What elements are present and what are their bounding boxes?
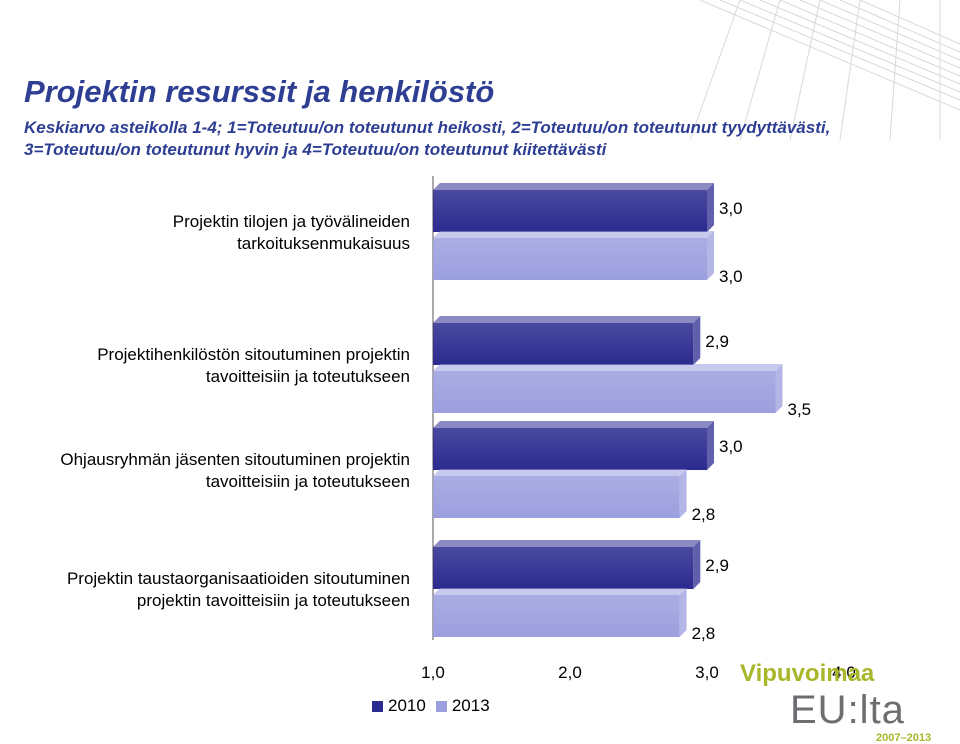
bar-top-face-2010-1	[433, 183, 714, 190]
legend-swatch-2010	[372, 700, 383, 712]
bar-side-face-2013-3	[679, 469, 687, 518]
bar-side-face-2013-4	[679, 588, 687, 637]
vipuvoimaa-eu-logo: Vipuvoimaa EU:lta 2007–2013	[740, 660, 940, 744]
bar-2010-4	[433, 547, 694, 589]
value-label-2010-3: 3,0	[719, 437, 743, 456]
bar-side-face-2010-1	[707, 183, 714, 232]
category-label-4-line-1: Projektin taustaorganisaatioiden sitoutu…	[67, 569, 410, 588]
bar-side-face-2013-1	[707, 231, 714, 280]
category-label-3-line-2: tavoitteisiin ja toteutukseen	[206, 472, 410, 491]
value-label-2010-2: 2,9	[705, 332, 729, 351]
value-label-2013-3: 2,8	[692, 505, 716, 524]
x-tick-label-3: 3,0	[695, 663, 719, 682]
logo-text-middle: EU:lta	[790, 688, 905, 732]
page-title: Projektin resurssit ja henkilöstö	[24, 74, 495, 109]
legend-item-2010: 2010	[372, 696, 426, 716]
logo-text-top: Vipuvoimaa	[740, 660, 875, 687]
bar-side-face-2013-2	[775, 364, 783, 413]
bar-side-face-2010-2	[693, 316, 701, 365]
legend-swatch-2013	[435, 700, 447, 712]
value-label-2013-4: 2,8	[692, 624, 716, 643]
bar-side-face-2010-4	[693, 540, 701, 589]
bar-side-face-2010-3	[707, 421, 714, 470]
bar-top-face-2010-4	[433, 540, 701, 547]
bar-top-face-2013-2	[433, 364, 783, 371]
logo-text-bottom: 2007–2013	[876, 732, 932, 744]
bar-top-face-2013-4	[433, 588, 687, 595]
value-label-2013-1: 3,0	[719, 267, 743, 286]
x-tick-label-1: 1,0	[421, 663, 445, 682]
value-label-2013-2: 3,5	[788, 400, 812, 419]
bar-2013-2	[433, 371, 776, 413]
bar-top-face-2010-3	[433, 421, 714, 428]
value-label-2010-1: 3,0	[719, 199, 743, 218]
bar-top-face-2013-1	[433, 231, 714, 238]
legend-item-2013: 2013	[435, 696, 490, 716]
category-label-3-line-1: Ohjausryhmän jäsenten sitoutuminen proje…	[60, 450, 410, 469]
category-label-2-line-1: Projektihenkilöstön sitoutuminen projekt…	[97, 345, 410, 364]
category-label-4-line-2: projektin tavoitteisiin ja toteutukseen	[137, 591, 410, 610]
bar-top-face-2013-3	[433, 469, 687, 476]
bar-2013-1	[433, 238, 707, 280]
x-tick-label-4: 4,0	[832, 663, 856, 682]
category-label-1-line-1: Projektin tilojen ja työvälineiden	[173, 212, 410, 231]
bar-top-face-2010-2	[433, 316, 701, 323]
category-label-2-line-2: tavoitteisiin ja toteutukseen	[206, 367, 410, 386]
chart-legend: 2010 2013	[372, 696, 490, 716]
legend-label-2013: 2013	[451, 696, 490, 715]
bar-2013-3	[433, 476, 680, 518]
legend-label-2010: 2010	[388, 696, 426, 715]
x-tick-label-2: 2,0	[558, 663, 582, 682]
page-subtitle: Keskiarvo asteikolla 1-4; 1=Toteutuu/on …	[24, 118, 831, 159]
bar-2013-4	[433, 595, 680, 637]
bar-2010-1	[433, 190, 707, 232]
category-label-1-line-2: tarkoituksenmukaisuus	[237, 234, 410, 253]
bar-2010-3	[433, 428, 707, 470]
value-label-2010-4: 2,9	[705, 556, 729, 575]
bar-2010-2	[433, 323, 694, 365]
